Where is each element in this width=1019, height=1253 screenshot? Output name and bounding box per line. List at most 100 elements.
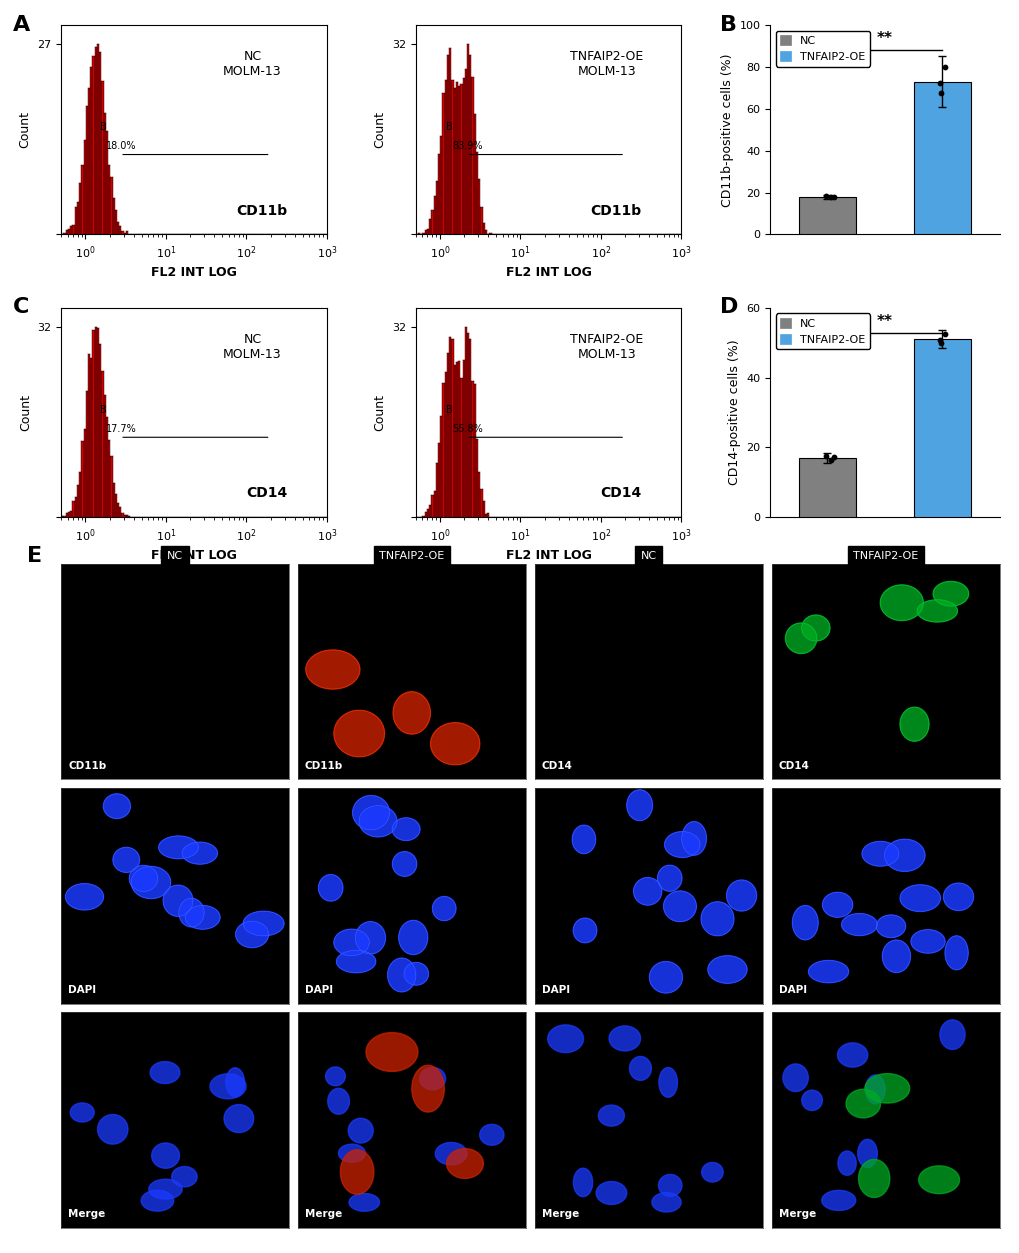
Polygon shape: [649, 961, 682, 994]
Text: DAPI: DAPI: [777, 985, 806, 995]
Polygon shape: [916, 600, 957, 621]
Polygon shape: [945, 936, 967, 970]
Y-axis label: Count: Count: [373, 393, 386, 431]
Polygon shape: [572, 826, 595, 853]
Polygon shape: [185, 906, 220, 930]
Point: [825, 187, 842, 207]
Polygon shape: [435, 1143, 467, 1165]
Text: D: D: [719, 297, 738, 317]
Text: TNFAIP2-OE
MOLM-13: TNFAIP2-OE MOLM-13: [570, 50, 643, 78]
Polygon shape: [70, 1103, 94, 1121]
Polygon shape: [658, 1068, 677, 1098]
Polygon shape: [98, 1114, 127, 1144]
Text: E: E: [28, 546, 42, 566]
Polygon shape: [446, 1149, 483, 1178]
Polygon shape: [353, 796, 389, 829]
Polygon shape: [412, 1065, 444, 1113]
Point: [936, 56, 953, 76]
Polygon shape: [608, 1026, 640, 1051]
Polygon shape: [338, 1144, 365, 1163]
Polygon shape: [681, 822, 706, 856]
Polygon shape: [857, 1139, 876, 1168]
Polygon shape: [159, 836, 199, 858]
Polygon shape: [479, 1124, 503, 1145]
Point: [936, 325, 953, 345]
Polygon shape: [808, 961, 848, 982]
Y-axis label: CD14-positive cells (%): CD14-positive cells (%): [727, 340, 740, 485]
Polygon shape: [658, 1174, 682, 1197]
Text: B: B: [446, 405, 452, 415]
Text: **: **: [876, 313, 892, 328]
Polygon shape: [651, 1193, 681, 1212]
Polygon shape: [938, 1020, 964, 1050]
Polygon shape: [392, 852, 417, 876]
Text: 17.7%: 17.7%: [106, 424, 137, 434]
Polygon shape: [883, 840, 924, 871]
Text: CD11b: CD11b: [235, 204, 286, 218]
Polygon shape: [864, 1074, 909, 1103]
Y-axis label: Count: Count: [18, 393, 32, 431]
Polygon shape: [224, 1105, 254, 1133]
Polygon shape: [306, 650, 360, 689]
Polygon shape: [918, 1165, 959, 1194]
Polygon shape: [131, 866, 170, 898]
X-axis label: FL2 INT LOG: FL2 INT LOG: [505, 549, 591, 563]
Text: CD14: CD14: [599, 486, 641, 500]
Polygon shape: [595, 1182, 627, 1204]
Title: NC: NC: [640, 551, 656, 561]
Polygon shape: [910, 930, 945, 954]
Polygon shape: [150, 1061, 179, 1084]
Text: **: **: [876, 31, 892, 46]
Polygon shape: [225, 1068, 245, 1096]
Polygon shape: [347, 1118, 373, 1143]
Polygon shape: [152, 1143, 179, 1168]
Polygon shape: [336, 950, 375, 972]
Text: A: A: [13, 15, 31, 35]
Polygon shape: [392, 692, 430, 734]
Text: Merge: Merge: [777, 1209, 815, 1219]
Polygon shape: [327, 1089, 350, 1114]
Polygon shape: [573, 1168, 592, 1197]
Polygon shape: [821, 1190, 855, 1210]
Text: Merge: Merge: [305, 1209, 341, 1219]
Point: [817, 446, 834, 466]
Legend: NC, TNFAIP2-OE: NC, TNFAIP2-OE: [774, 30, 869, 66]
Polygon shape: [841, 913, 876, 936]
Polygon shape: [801, 615, 829, 642]
Polygon shape: [333, 710, 384, 757]
Point: [825, 447, 842, 467]
Text: CD14: CD14: [777, 761, 809, 771]
Polygon shape: [141, 1190, 173, 1212]
Polygon shape: [837, 1042, 867, 1068]
Polygon shape: [858, 1159, 889, 1198]
Polygon shape: [785, 623, 816, 654]
Polygon shape: [943, 883, 972, 911]
Polygon shape: [404, 962, 428, 985]
Polygon shape: [861, 842, 898, 866]
Polygon shape: [845, 1089, 879, 1118]
Polygon shape: [235, 921, 268, 947]
Text: B: B: [100, 122, 106, 132]
Polygon shape: [633, 877, 661, 905]
Point: [931, 73, 948, 93]
Polygon shape: [657, 866, 682, 891]
Polygon shape: [182, 842, 217, 865]
Polygon shape: [701, 1163, 722, 1182]
Bar: [913, 340, 970, 517]
Polygon shape: [243, 911, 283, 936]
Text: NC
MOLM-13: NC MOLM-13: [223, 333, 281, 361]
Polygon shape: [879, 585, 922, 620]
Text: B: B: [100, 405, 106, 415]
Point: [821, 450, 838, 470]
Polygon shape: [792, 906, 817, 940]
Polygon shape: [178, 898, 204, 927]
Polygon shape: [430, 723, 479, 764]
Polygon shape: [838, 1152, 855, 1175]
Text: DAPI: DAPI: [541, 985, 570, 995]
Polygon shape: [359, 806, 396, 837]
Polygon shape: [899, 885, 940, 911]
Polygon shape: [129, 866, 158, 891]
Polygon shape: [432, 896, 455, 921]
Bar: [913, 81, 970, 234]
Text: TNFAIP2-OE
MOLM-13: TNFAIP2-OE MOLM-13: [570, 333, 643, 361]
